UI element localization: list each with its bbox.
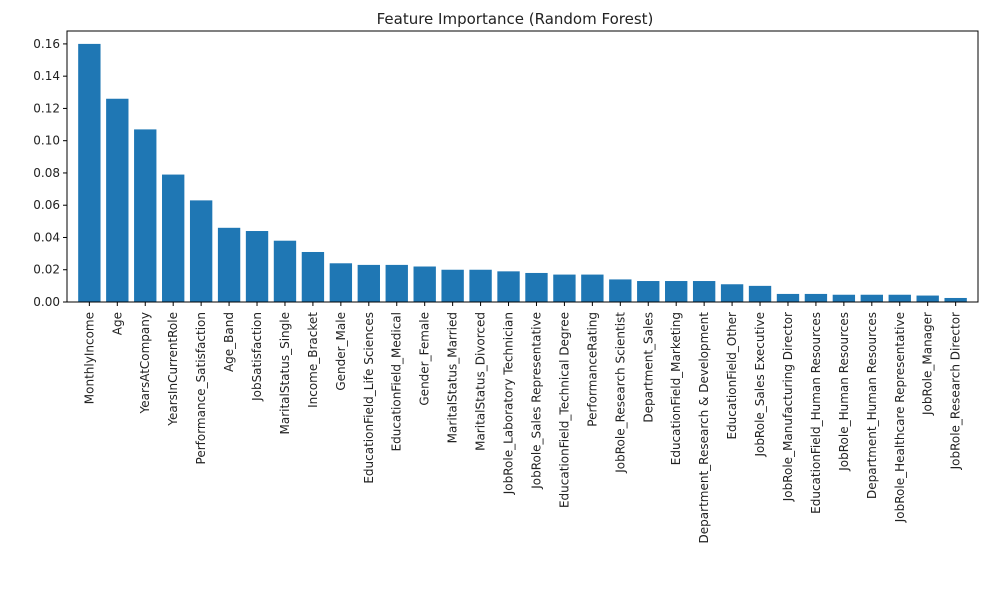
bar [301,251,325,302]
x-tick-label: JobRole_Healthcare Representative [893,312,907,523]
bar [916,295,939,302]
bar [553,274,576,302]
x-tick-label: JobRole_Manufacturing Director [781,312,795,502]
bar [329,263,353,302]
x-tick-label: Department_Human Resources [865,312,879,499]
bar [860,294,883,302]
y-axis: 0.00 0.02 0.04 0.06 0.08 0.10 0.12 0.14 0.16 [33,37,67,309]
y-tick-label: 0.04 [33,230,60,244]
y-tick-label: 0.10 [33,134,60,148]
bar [609,279,632,302]
x-tick-label: Department_Research & Development [697,312,711,544]
bar [944,297,967,302]
y-tick-label: 0.00 [33,295,60,309]
bar [776,293,800,302]
x-tick-label: JobRole_Laboratory Technician [502,312,516,495]
x-tick-label: EducationField_Technical Degree [557,312,571,508]
x-tick-label: EducationField_Other [725,312,739,440]
bar [273,240,297,302]
bar [581,274,604,302]
x-tick-label: JobRole_Human Resources [837,312,851,472]
x-tick-label: EducationField_Human Resources [809,312,823,514]
x-tick-label: Gender_Male [334,312,348,391]
x-tick-label: YearsAtCompany [138,312,152,414]
y-tick-label: 0.12 [33,101,60,115]
y-tick-label: 0.14 [33,69,60,83]
x-tick-label: JobRole_Manager [921,312,935,416]
bar [720,284,744,302]
x-tick-label: MonthlyIncome [82,312,96,404]
bar [692,281,716,302]
x-tick-label: JobRole_Sales Executive [753,312,767,458]
bar [245,231,269,302]
x-tick-label: Income_Bracket [306,312,320,408]
x-tick-label: Performance_Satisfaction [194,312,208,464]
bar [525,272,548,302]
x-tick-label: YearsInCurrentRole [166,312,180,427]
x-tick-label: JobRole_Research Director [949,312,963,470]
bar [162,174,185,302]
plot-frame [66,30,979,303]
x-tick-label: PerformanceRating [585,312,599,427]
bars-group [78,43,967,303]
bar [357,264,380,302]
bar [832,294,856,302]
bar [804,293,828,302]
x-tick-label: Department_Sales [641,312,655,423]
x-tick-label: EducationField_Medical [390,312,404,451]
x-tick-label: EducationField_Life Sciences [362,312,376,484]
bar [637,281,660,302]
bar [134,129,157,302]
x-tick-label: Gender_Female [418,312,432,406]
y-tick-label: 0.16 [33,37,60,51]
x-tick-label: JobRole_Sales Representative [529,312,543,490]
x-tick-label: MaritalStatus_Divorced [474,312,488,451]
bar [217,227,241,302]
bar [189,200,213,303]
x-tick-label: MaritalStatus_Single [278,312,292,435]
bar [497,271,520,302]
bar [748,285,772,302]
bar [441,269,464,302]
bar [385,264,408,302]
bar [78,43,101,303]
y-tick-label: 0.06 [33,198,60,212]
y-tick-label: 0.02 [33,263,60,277]
bar [665,281,688,302]
x-tick-label: JobSatisfaction [250,312,264,402]
bar [469,269,492,302]
x-tick-label: EducationField_Marketing [669,312,683,465]
bar [888,294,911,302]
bar [413,266,436,302]
x-tick-label: Age_Band [222,312,236,372]
x-tick-label: Age [110,312,124,335]
y-tick-label: 0.08 [33,166,60,180]
bar [106,98,129,302]
x-tick-label: MaritalStatus_Married [446,312,460,443]
x-tick-label: JobRole_Research Scientist [613,312,627,474]
x-axis: MonthlyIncome Age YearsAtCompany YearsInCur… [82,302,963,544]
chart-title: Feature Importance (Random Forest) [377,10,654,28]
